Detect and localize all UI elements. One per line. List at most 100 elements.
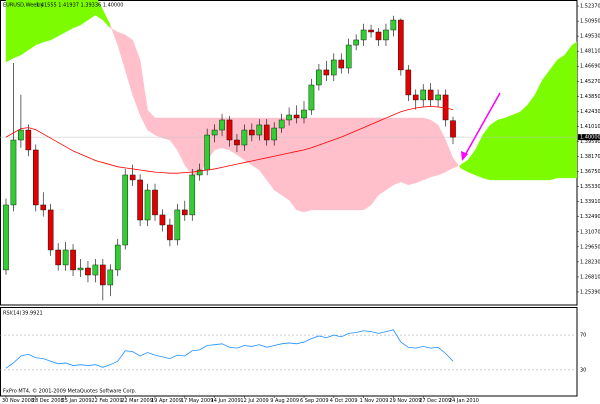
rsi-panel bbox=[0, 307, 578, 397]
y-tick-label: 1.41010 bbox=[580, 124, 600, 130]
last-price-label: 1.40000 bbox=[580, 135, 600, 141]
x-tick-label: 12 Jul 2009 bbox=[240, 398, 268, 404]
candle-body bbox=[234, 139, 240, 146]
candle-body bbox=[338, 59, 345, 69]
x-tick-label: 22 Feb 2009 bbox=[91, 398, 122, 404]
x-tick-label: 30 Nov 2008 bbox=[2, 398, 34, 404]
y-tick-label: 1.52370 bbox=[580, 4, 600, 10]
cloud-segment bbox=[385, 117, 394, 191]
candle-body bbox=[368, 29, 374, 33]
x-tick-label: 6 Sep 2009 bbox=[300, 398, 329, 404]
candle-body bbox=[405, 69, 412, 96]
cloud-segment bbox=[423, 117, 431, 181]
candle-body bbox=[271, 127, 278, 141]
cloud-segment bbox=[318, 117, 327, 211]
cloud-segment bbox=[355, 117, 364, 211]
cloud-segment bbox=[378, 117, 387, 196]
y-tick-label: 1.32490 bbox=[580, 214, 600, 220]
rsi-tick-label: 30 bbox=[580, 367, 586, 373]
candle-body bbox=[345, 44, 352, 69]
cloud-segment bbox=[557, 54, 565, 179]
cloud-segment bbox=[572, 41, 577, 179]
y-tick-label: 1.25390 bbox=[580, 289, 600, 295]
candle-body bbox=[62, 249, 69, 266]
cloud-segment bbox=[400, 117, 409, 186]
candle-body bbox=[55, 249, 61, 266]
cloud-segment bbox=[311, 117, 320, 211]
x-tick-label: 1 Nov 2009 bbox=[360, 398, 389, 404]
cloud-segment bbox=[549, 59, 558, 181]
candle-body bbox=[241, 129, 248, 146]
x-tick-label: 4 Oct 2009 bbox=[330, 398, 358, 404]
cloud-segment bbox=[408, 117, 416, 186]
cloud-segment bbox=[154, 117, 163, 139]
candle-body bbox=[92, 264, 99, 276]
x-tick-label: 24 Jan 2010 bbox=[449, 398, 479, 404]
candle-body bbox=[159, 214, 166, 226]
cloud-segment bbox=[303, 117, 312, 213]
candle-body bbox=[40, 204, 47, 211]
cloud-segment bbox=[341, 117, 349, 211]
cloud-segment bbox=[370, 117, 379, 206]
cloud-segment bbox=[162, 117, 171, 141]
x-tick-label: 28 Dec 2008 bbox=[32, 398, 64, 404]
cloud-segment bbox=[512, 111, 521, 181]
candle-body bbox=[196, 169, 203, 176]
y-tick-label: 1.33910 bbox=[580, 199, 600, 205]
y-tick-label: 1.50950 bbox=[580, 19, 600, 25]
y-tick-label: 1.42430 bbox=[580, 109, 600, 115]
candle-body bbox=[77, 267, 84, 271]
candle-body bbox=[375, 31, 382, 41]
x-tick-label: 27 Dec 2009 bbox=[419, 398, 451, 404]
candle-body bbox=[18, 129, 24, 141]
candle-body bbox=[226, 119, 233, 141]
cloud-segment bbox=[281, 117, 290, 201]
cloud-segment bbox=[393, 117, 402, 186]
cloud-segment bbox=[184, 117, 193, 176]
rsi-value: 39.9921 bbox=[22, 311, 43, 317]
candle-body bbox=[353, 39, 359, 46]
candle-body bbox=[263, 124, 270, 141]
y-tick-label: 1.48110 bbox=[580, 49, 600, 55]
candle-body bbox=[383, 29, 389, 41]
candle-body bbox=[114, 244, 121, 271]
arrow-shaft bbox=[463, 92, 501, 158]
candle-body bbox=[249, 129, 255, 136]
candle-body bbox=[286, 114, 292, 121]
candle-body bbox=[256, 124, 263, 136]
rsi-plot bbox=[0, 329, 577, 371]
y-tick-label: 1.26810 bbox=[580, 274, 600, 280]
cloud bbox=[5, 0, 577, 213]
candle-body bbox=[323, 69, 330, 76]
candle-body bbox=[450, 120, 456, 138]
candle-body bbox=[129, 174, 136, 181]
annotation-arrow bbox=[461, 92, 501, 161]
cloud-segment bbox=[497, 117, 506, 181]
candle-body bbox=[211, 129, 218, 136]
candle-body bbox=[293, 114, 300, 119]
y-tick-label: 1.31070 bbox=[580, 229, 600, 235]
rsi-line bbox=[5, 329, 454, 369]
candle-body bbox=[100, 264, 106, 286]
cloud-segment bbox=[504, 114, 513, 181]
cloud-segment bbox=[482, 124, 491, 181]
cloud-segment bbox=[363, 117, 372, 211]
cloud-segment bbox=[490, 119, 498, 181]
candle-body bbox=[360, 29, 367, 41]
cloud-segment bbox=[192, 117, 200, 176]
x-tick-label: 25 Jan 2009 bbox=[62, 398, 92, 404]
candle-body bbox=[3, 204, 9, 271]
cloud-segment bbox=[288, 117, 297, 211]
y-tick-label: 1.49530 bbox=[580, 34, 600, 40]
candle-body bbox=[10, 139, 17, 206]
candle-body bbox=[219, 119, 225, 131]
x-tick-label: 14 Jun 2009 bbox=[211, 398, 241, 404]
x-tick-label: 29 Nov 2009 bbox=[389, 398, 421, 404]
candle-body bbox=[189, 174, 196, 216]
chart-subtitle: 1.41555 1.41937 1.39336 1.40000 bbox=[36, 3, 123, 9]
rsi-tick-label: 70 bbox=[580, 333, 586, 339]
moving-average bbox=[5, 105, 454, 174]
x-tick-label: 17 May 2009 bbox=[181, 398, 214, 404]
